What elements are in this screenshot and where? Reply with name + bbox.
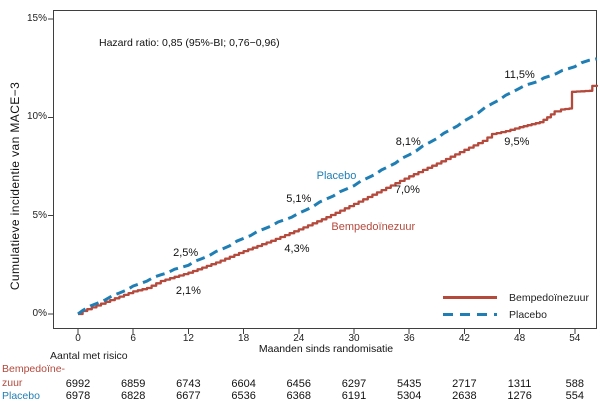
risk-count: 6297 — [341, 378, 367, 390]
x-tick-label: 18 — [238, 333, 250, 344]
x-tick-label: 36 — [403, 333, 415, 344]
series-inline-label: Placebo — [316, 170, 357, 183]
curve-value-label: 11,5% — [504, 69, 535, 82]
curve-value-label: 5,1% — [286, 192, 312, 205]
risk-count: 6456 — [286, 378, 312, 390]
risk-row-label-placebo: Placebo — [2, 390, 40, 402]
placebo-curve — [77, 57, 598, 316]
legend-item: Placebo — [443, 306, 589, 323]
risk-count: 6536 — [231, 390, 256, 402]
y-tick-label: 10% — [26, 111, 47, 123]
y-tick-label: 15% — [26, 12, 47, 24]
bempedoinezuur-curve — [78, 84, 599, 316]
solid-line-swatch — [443, 296, 497, 299]
x-tick-label: 48 — [514, 333, 526, 344]
x-tick-label: 54 — [569, 333, 581, 344]
risk-count: 2717 — [452, 378, 477, 390]
risk-table-title: Aantal met risico — [50, 350, 128, 362]
x-tick-label: 42 — [458, 333, 470, 344]
legend-label: Placebo — [509, 308, 547, 321]
risk-count: 1311 — [507, 378, 532, 390]
risk-count: 5304 — [396, 390, 422, 402]
risk-count: 6992 — [65, 378, 91, 390]
y-tick-label: 5% — [32, 209, 47, 221]
curve-value-label: 7,0% — [394, 184, 420, 197]
risk-count: 6368 — [286, 390, 312, 402]
curve-value-label: 2,1% — [175, 285, 201, 298]
risk-row-label-bempedoinezuur-line2: zuur — [2, 377, 23, 389]
risk-count: 6828 — [120, 390, 146, 402]
x-tick-label: 24 — [293, 333, 305, 344]
x-tick-label: 30 — [348, 333, 360, 344]
series-inline-label: Bempedoïnezuur — [331, 221, 416, 234]
curve-value-label: 4,3% — [284, 243, 310, 256]
legend-label: Bempedoïnezuur — [509, 291, 589, 304]
hazard-ratio-annotation: Hazard ratio: 0,85 (95%-BI; 0,76−0,96) — [99, 37, 280, 49]
risk-count: 6604 — [231, 378, 256, 390]
risk-count: 6743 — [176, 378, 201, 390]
legend: Bempedoïnezuur Placebo — [443, 289, 589, 323]
risk-count: 554 — [565, 390, 584, 402]
x-axis-title: Maanden sinds randomisatie — [258, 343, 394, 355]
risk-count: 588 — [565, 378, 584, 390]
x-tick-label: 6 — [130, 333, 136, 344]
dashed-line-swatch — [443, 313, 497, 316]
curve-value-label: 8,1% — [395, 135, 421, 148]
risk-count: 6978 — [65, 390, 91, 402]
risk-row-label-bempedoinezuur-line1: Bempedoïne- — [2, 363, 66, 375]
risk-count: 6859 — [120, 378, 146, 390]
risk-count: 6191 — [341, 390, 367, 402]
x-tick-label: 12 — [182, 333, 194, 344]
risk-count: 5435 — [396, 378, 422, 390]
risk-count: 2638 — [452, 390, 477, 402]
risk-count: 6677 — [176, 390, 201, 402]
risk-count: 1276 — [507, 390, 532, 402]
legend-item: Bempedoïnezuur — [443, 289, 589, 306]
curve-value-label: 9,5% — [504, 135, 530, 148]
plot-frame — [53, 10, 597, 329]
y-tick-label: 0% — [32, 308, 47, 319]
curve-value-label: 2,5% — [173, 247, 199, 260]
x-tick-label: 0 — [75, 333, 81, 344]
